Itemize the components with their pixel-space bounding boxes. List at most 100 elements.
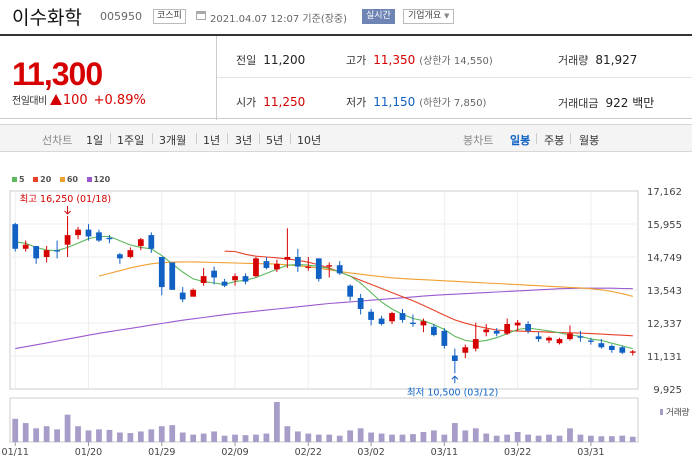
day-high: 고가 11,350 (상한가 14,550) xyxy=(346,52,493,68)
candle-body xyxy=(336,265,343,274)
x-tick-label: 01/20 xyxy=(75,447,102,458)
volume-bar xyxy=(588,435,594,442)
candle-body xyxy=(274,263,280,270)
volume-bar xyxy=(232,434,238,442)
high-arrow-icon xyxy=(64,205,71,215)
divider xyxy=(570,133,571,144)
candle-body xyxy=(588,340,594,342)
candle-body xyxy=(106,237,113,240)
tab-3-years[interactable]: 3년 xyxy=(235,134,253,147)
y-tick-label: 17,162 xyxy=(647,187,682,198)
tab-1-week[interactable]: 1주일 xyxy=(117,134,145,147)
candle-body xyxy=(535,336,542,340)
volume-label: 거래량 xyxy=(558,54,589,67)
volume-bar xyxy=(294,431,301,442)
candle-body xyxy=(253,258,259,277)
company-info-button[interactable]: 기업개요 ▼ xyxy=(403,9,455,24)
ma60-line xyxy=(98,261,633,297)
tab-3-months[interactable]: 3개월 xyxy=(159,134,187,147)
volume-bar xyxy=(472,428,479,442)
candle-body xyxy=(525,324,531,331)
volume-bar xyxy=(200,433,207,442)
tab-10-years[interactable]: 10년 xyxy=(297,134,322,147)
volume-bar xyxy=(190,434,197,442)
chart-period-tabs: 선차트 1일 1주일 3개월 1년 3년 5년 10년 봉차트 일봉 주봉 월봉 xyxy=(0,124,692,152)
candle-body xyxy=(263,261,270,268)
tab-daily-candle[interactable]: 일봉 xyxy=(510,134,531,147)
prev-close: 전일 11,200 xyxy=(236,52,305,68)
volume-bar xyxy=(514,432,521,442)
volume-bar xyxy=(577,434,584,442)
candle-body xyxy=(410,322,416,325)
volume-bar xyxy=(493,435,500,442)
volume-bar xyxy=(389,434,395,442)
candle-body xyxy=(629,351,636,353)
low-arrow-icon xyxy=(451,375,459,384)
legend-label: 60 xyxy=(66,175,78,184)
y-tick-label: 11,131 xyxy=(647,352,682,363)
y-tick-label: 14,749 xyxy=(647,253,682,264)
stock-header: 이수화학 005950 코스피 2021.04.07 12:07 기준(장중) … xyxy=(0,0,692,32)
tab-5-years[interactable]: 5년 xyxy=(266,134,284,147)
candle-body xyxy=(85,229,92,237)
candle-body xyxy=(567,333,573,340)
change-label: 전일대비 xyxy=(12,96,47,107)
price-panel: 11,300 전일대비 100 +0.89% 전일 11,200 고가 11,350 (상… xyxy=(0,34,692,120)
realtime-badge[interactable]: 실시간 xyxy=(362,9,395,24)
candle-body xyxy=(462,347,469,353)
low-annotation: 최저 10,500 (03/12) xyxy=(407,387,499,398)
candle-body xyxy=(493,330,500,334)
candle-body xyxy=(598,343,605,348)
volume: 거래량 81,927 xyxy=(558,52,637,68)
tab-monthly-candle[interactable]: 월봉 xyxy=(579,134,600,147)
candle-body xyxy=(315,258,322,279)
candle-chart-label: 봉차트 xyxy=(463,134,494,147)
volume-bar xyxy=(12,418,19,442)
candle-body xyxy=(504,324,511,334)
candle-body xyxy=(221,281,228,286)
price-chart[interactable]: 17,162 15,955 14,749 13,543 12,337 11,131 9,92… xyxy=(0,171,692,460)
x-tick-label: 03/02 xyxy=(357,447,384,458)
volume-bar xyxy=(326,434,333,442)
volume-bar xyxy=(148,429,155,442)
candle-body xyxy=(148,235,155,249)
volume-bar xyxy=(357,428,364,442)
legend-ma20: 20 xyxy=(33,175,51,184)
volume-bar xyxy=(410,434,416,442)
volume-bar xyxy=(137,431,144,442)
candle-body xyxy=(368,311,374,320)
low-label: 저가 xyxy=(346,96,367,109)
volume-bar xyxy=(274,402,280,442)
candle-body xyxy=(22,244,29,249)
candle-body xyxy=(556,339,563,344)
tab-weekly-candle[interactable]: 주봉 xyxy=(544,134,565,147)
volume-bar xyxy=(127,433,134,442)
legend-swatch xyxy=(86,177,92,182)
trade-value: 거래대금 922 백만 xyxy=(558,94,654,111)
x-tick-label: 02/22 xyxy=(295,447,322,458)
change-percent: +0.89% xyxy=(93,93,146,108)
candlestick-chart[interactable]: 17,162 15,955 14,749 13,543 12,337 11,131 9,92… xyxy=(0,171,692,460)
legend-label: 120 xyxy=(93,175,111,184)
volume-bar xyxy=(336,435,343,442)
volume-bar xyxy=(315,434,322,442)
divider xyxy=(196,133,197,144)
legend-ma120: 120 xyxy=(86,175,111,184)
y-tick-label: 13,543 xyxy=(647,286,682,297)
volume-bar xyxy=(619,435,626,442)
candle-body xyxy=(284,256,291,260)
open-price: 시가 11,250 xyxy=(236,94,305,110)
y-tick-label: 9,925 xyxy=(653,385,682,396)
tab-1-day[interactable]: 1일 xyxy=(86,134,104,147)
volume-bar xyxy=(483,433,490,442)
volume-value: 81,927 xyxy=(595,53,638,67)
divider xyxy=(259,133,260,144)
candle-body xyxy=(441,330,448,346)
volume-bar xyxy=(179,432,186,442)
volume-bar xyxy=(96,429,102,442)
tab-1-year[interactable]: 1년 xyxy=(203,134,221,147)
prev-close-value: 11,200 xyxy=(263,53,306,67)
open-label: 시가 xyxy=(236,96,257,109)
market-badge: 코스피 xyxy=(153,9,186,24)
low-value: 11,150 xyxy=(373,95,416,109)
